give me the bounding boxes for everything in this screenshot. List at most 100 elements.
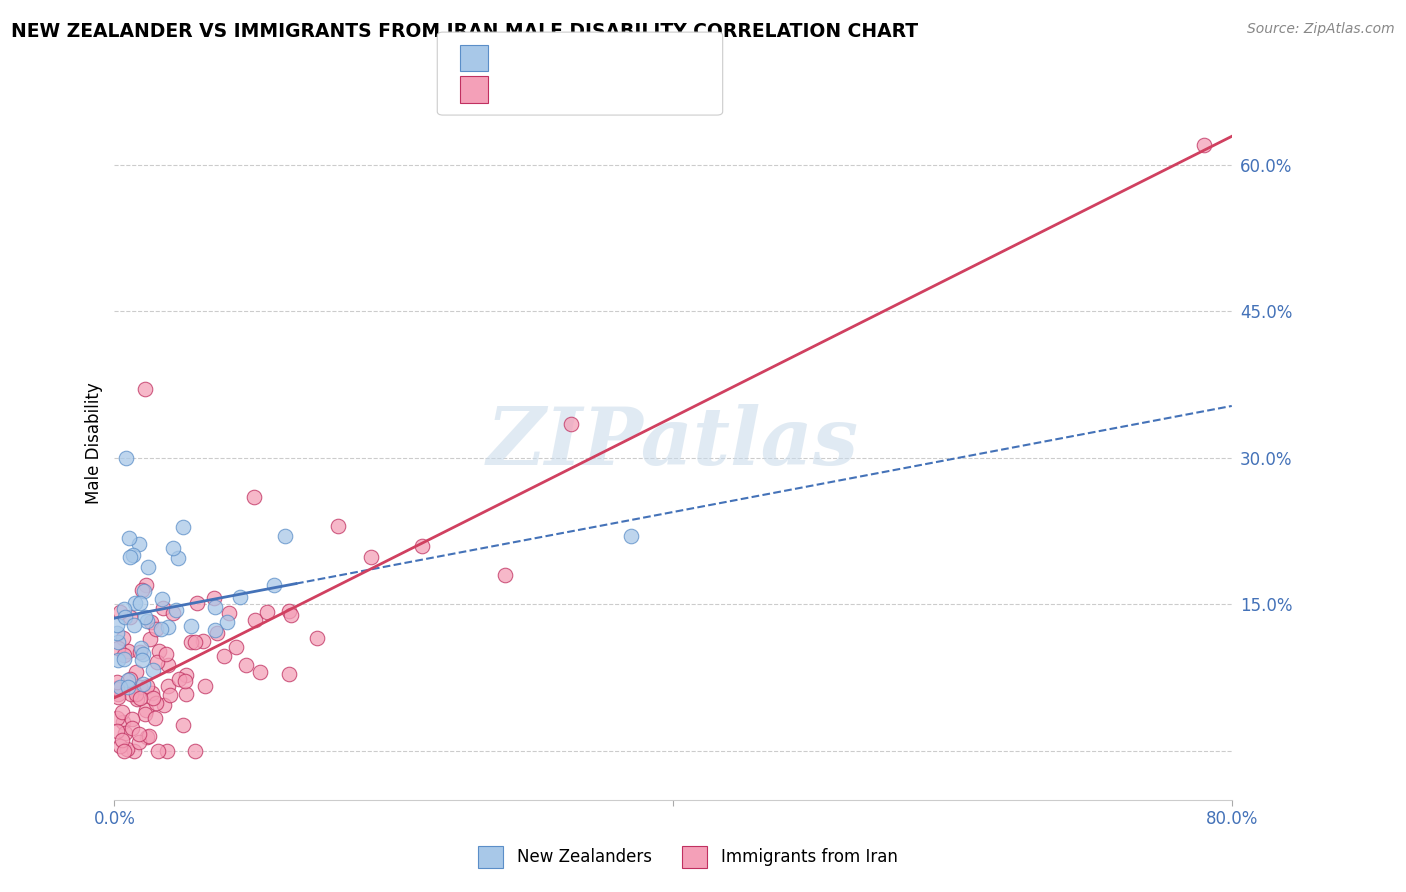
Point xyxy=(145,623,167,637)
Point xyxy=(157,620,180,634)
Text: ZIPatlas: ZIPatlas xyxy=(486,404,859,482)
Point xyxy=(115,742,138,756)
Point xyxy=(135,614,157,628)
Point xyxy=(128,537,150,551)
Point xyxy=(107,687,129,701)
Point xyxy=(225,640,247,654)
Point xyxy=(131,648,153,662)
Point xyxy=(1192,138,1215,153)
Point xyxy=(277,604,299,618)
Point xyxy=(128,726,150,740)
Point xyxy=(194,679,217,693)
Point xyxy=(134,382,156,396)
Point xyxy=(132,584,155,599)
Point xyxy=(114,609,136,624)
Point xyxy=(162,606,184,620)
Point xyxy=(112,744,135,758)
Point xyxy=(131,583,153,598)
Point xyxy=(117,680,139,694)
Point xyxy=(305,632,328,646)
Point xyxy=(229,591,252,605)
Point xyxy=(111,714,134,729)
Point xyxy=(153,698,176,713)
Point xyxy=(141,685,163,699)
Text: NEW ZEALANDER VS IMMIGRANTS FROM IRAN MALE DISABILITY CORRELATION CHART: NEW ZEALANDER VS IMMIGRANTS FROM IRAN MA… xyxy=(11,22,918,41)
Point xyxy=(120,549,142,564)
Point xyxy=(165,603,187,617)
Point xyxy=(128,681,150,695)
Point xyxy=(124,744,146,758)
Point xyxy=(110,705,132,719)
Point xyxy=(148,644,170,658)
Point xyxy=(138,729,160,743)
Point xyxy=(159,688,181,702)
Text: R =  0.692   N = 85: R = 0.692 N = 85 xyxy=(524,80,714,98)
Point xyxy=(235,658,257,673)
Point xyxy=(125,687,148,701)
Point xyxy=(280,607,302,622)
Point xyxy=(125,665,148,679)
Point xyxy=(128,597,150,611)
Point xyxy=(128,735,150,749)
Point xyxy=(118,531,141,545)
Point xyxy=(121,712,143,726)
Point xyxy=(146,744,169,758)
Point xyxy=(105,681,128,696)
Point xyxy=(129,645,152,659)
Point xyxy=(155,647,177,661)
Point xyxy=(128,691,150,706)
Point xyxy=(180,635,202,649)
Point xyxy=(202,591,225,605)
Point xyxy=(135,703,157,717)
Point xyxy=(122,548,145,562)
Point xyxy=(105,711,128,725)
Point xyxy=(134,610,156,624)
Point xyxy=(204,599,226,614)
Point xyxy=(184,635,207,649)
Point xyxy=(166,550,188,565)
Point xyxy=(157,658,180,673)
Point xyxy=(167,672,190,686)
Point xyxy=(215,615,238,629)
Point xyxy=(146,655,169,669)
Point xyxy=(207,625,229,640)
Point xyxy=(218,606,240,620)
Point xyxy=(180,619,202,633)
Point xyxy=(145,711,167,725)
Point xyxy=(125,692,148,706)
Point xyxy=(360,549,382,564)
Point xyxy=(139,632,162,647)
Point xyxy=(560,417,582,432)
Point xyxy=(117,673,139,687)
Point xyxy=(142,691,165,706)
Text: Immigrants from Iran: Immigrants from Iran xyxy=(721,847,898,866)
Point xyxy=(114,725,136,739)
Point xyxy=(107,635,129,649)
Point xyxy=(107,652,129,666)
Point xyxy=(278,667,301,681)
Point xyxy=(105,626,128,640)
Point xyxy=(243,490,266,504)
Point xyxy=(112,652,135,666)
Point xyxy=(117,644,139,658)
Point xyxy=(135,679,157,693)
Point xyxy=(274,529,297,543)
Point xyxy=(111,733,134,747)
Point xyxy=(495,567,517,582)
Point xyxy=(249,665,271,680)
Point xyxy=(256,606,278,620)
Point xyxy=(191,634,214,648)
Point xyxy=(174,687,197,701)
Point xyxy=(105,675,128,690)
Point xyxy=(108,739,131,753)
Point xyxy=(114,602,136,616)
Point xyxy=(111,632,134,646)
Point xyxy=(150,592,173,607)
Point xyxy=(118,610,141,624)
Point xyxy=(129,641,152,656)
Point xyxy=(121,721,143,735)
Point xyxy=(174,674,197,689)
Point xyxy=(107,690,129,704)
Point xyxy=(149,622,172,636)
Point xyxy=(326,519,349,533)
